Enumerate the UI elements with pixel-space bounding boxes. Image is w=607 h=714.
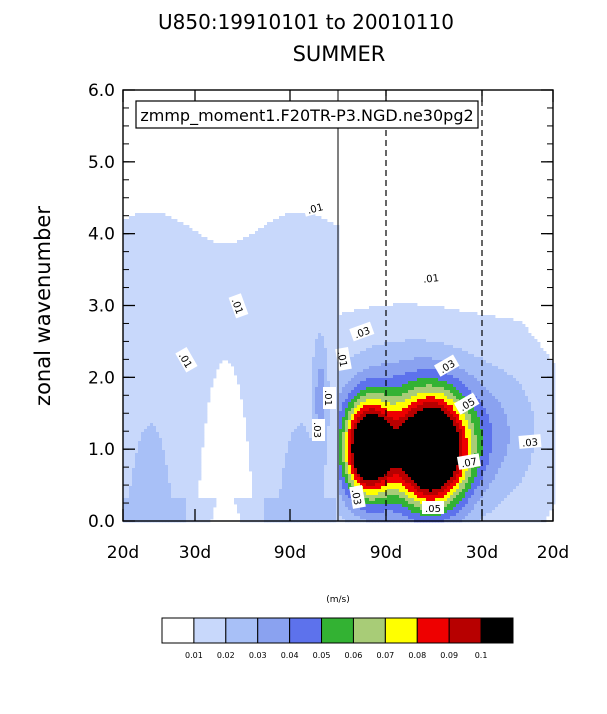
y-tick-label: 6.0 bbox=[88, 81, 115, 101]
colorbar-label: 0.07 bbox=[376, 651, 394, 660]
x-tick-label: 20d bbox=[107, 543, 139, 563]
contour-label: .03 bbox=[349, 484, 366, 509]
contour-label: .03 bbox=[518, 434, 542, 450]
colorbar-label: 0.05 bbox=[313, 651, 331, 660]
colorbar-swatch bbox=[416, 617, 450, 644]
y-axis-label: zonal wavenumber bbox=[31, 206, 55, 406]
y-tick-label: 4.0 bbox=[88, 225, 115, 245]
y-tick-label: 0.0 bbox=[88, 512, 115, 532]
colorbar-units: (m/s) bbox=[326, 595, 350, 605]
y-tick-label: 1.0 bbox=[88, 440, 115, 460]
contour-label: .03 bbox=[311, 419, 325, 441]
x-tick-label: 30d bbox=[179, 543, 211, 563]
y-tick-label: 2.0 bbox=[88, 368, 115, 388]
colorbar-label: 0.09 bbox=[440, 651, 458, 660]
colorbar-label: 0.06 bbox=[345, 651, 363, 660]
contour-label-text: .05 bbox=[425, 504, 441, 515]
axes-layer: 0.0 1.0 2.0 3.0 4.0 5.0 6.0 20d 30d 90d 90d 30d 20d bbox=[88, 81, 569, 563]
colorbar-swatch bbox=[257, 617, 291, 644]
contour-label-text: .03 bbox=[311, 422, 322, 438]
contour-label-text: .03 bbox=[353, 326, 372, 342]
chart-subtitle: SUMMER bbox=[293, 42, 386, 66]
contour-label-text: .03 bbox=[522, 437, 539, 449]
contour-label-text: .01 bbox=[306, 202, 324, 217]
colorbar-swatch bbox=[352, 617, 386, 644]
colorbar-swatch bbox=[480, 617, 514, 644]
x-tick-label: 90d bbox=[274, 543, 306, 563]
colorbar-label: 0.04 bbox=[281, 651, 299, 660]
contour-label: .03 bbox=[349, 321, 375, 342]
contour-label-text: .01 bbox=[423, 273, 440, 286]
contour-label: .01 bbox=[228, 293, 249, 319]
colorbar-swatch bbox=[225, 617, 259, 644]
colorbar-swatch bbox=[321, 617, 354, 644]
colorbar-label: 0.08 bbox=[408, 651, 426, 660]
chart-title: U850:19910101 to 20010110 bbox=[158, 10, 454, 34]
contour-label: .01 bbox=[302, 198, 328, 217]
colorbar-label: 0.03 bbox=[249, 651, 267, 660]
colorbar-swatch bbox=[289, 617, 323, 644]
case-label-box: zmmp_moment1.F20TR-P3.NGD.ne30pg2 bbox=[135, 100, 479, 129]
colorbar-swatch bbox=[384, 617, 418, 644]
y-tick-label: 3.0 bbox=[88, 297, 115, 317]
case-label: zmmp_moment1.F20TR-P3.NGD.ne30pg2 bbox=[140, 106, 473, 126]
colorbar-swatch bbox=[161, 617, 195, 644]
x-tick-label: 30d bbox=[466, 543, 498, 563]
contour-label: .01 bbox=[322, 387, 336, 409]
y-tick-label: 5.0 bbox=[88, 153, 115, 173]
x-tick-label: 20d bbox=[537, 543, 569, 563]
contour-label: .05 bbox=[422, 501, 444, 515]
colorbar-label: 0.02 bbox=[217, 651, 235, 660]
contour-label-text: .01 bbox=[229, 297, 245, 316]
contour-label-text: .07 bbox=[460, 457, 478, 471]
colorbar: 0.01 0.02 0.03 0.04 0.05 0.06 0.07 0.08 0.09 0.1 bbox=[161, 617, 514, 660]
colorbar-swatch bbox=[448, 617, 482, 644]
contour-label: .01 bbox=[419, 269, 443, 286]
colorbar-label: 0.1 bbox=[475, 651, 488, 660]
contour-label-text: .03 bbox=[349, 488, 363, 506]
x-tick-label: 90d bbox=[370, 543, 402, 563]
contour-label-text: .01 bbox=[322, 390, 333, 406]
colorbar-label: 0.01 bbox=[185, 651, 203, 660]
contour-label: .07 bbox=[456, 453, 481, 471]
colorbar-swatch bbox=[193, 617, 227, 644]
